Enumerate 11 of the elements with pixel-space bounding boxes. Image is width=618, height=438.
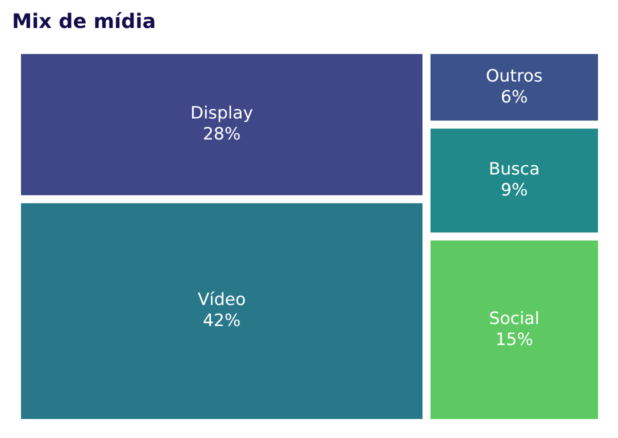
category-label: Social <box>489 308 540 329</box>
data-label: 9% <box>500 180 528 201</box>
data-label: 28% <box>202 124 241 145</box>
data-label: 15% <box>495 330 534 350</box>
data-label: 42% <box>202 311 241 332</box>
category-label: Outros <box>486 66 543 86</box>
category-label: Display <box>190 104 254 124</box>
category-label: Vídeo <box>198 290 246 310</box>
text: Mix de mídia <box>12 9 156 33</box>
data-label: 6% <box>500 87 528 108</box>
category-label: Busca <box>488 160 540 180</box>
